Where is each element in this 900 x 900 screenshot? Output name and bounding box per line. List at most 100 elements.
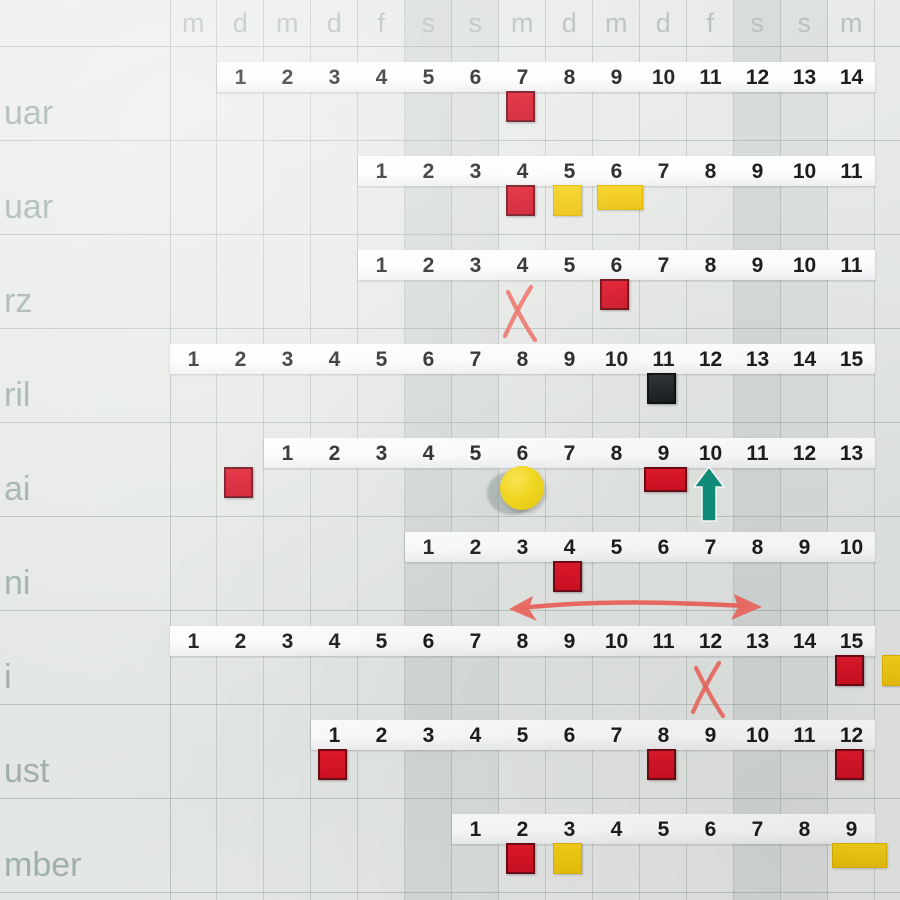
day-number-juni-2[interactable]: 2 [469,536,482,559]
red-magnet-aug-12[interactable] [835,749,864,780]
day-number-maerz-10[interactable]: 10 [792,254,817,277]
day-number-juni-3[interactable]: 3 [516,536,529,559]
red-magnet-jul-15[interactable] [835,655,864,686]
day-number-juli-14[interactable]: 14 [792,630,817,653]
day-number-august-3[interactable]: 3 [422,724,435,747]
day-number-strip-januar[interactable]: 1 2 3 4 5 6 7 8 9 10 11 12 13 14 [217,62,875,92]
day-number-juli-1[interactable]: 1 [187,630,200,653]
day-number-strip-juli[interactable]: 1 2 3 4 5 6 7 8 9 10 11 12 13 14 15 [170,626,875,656]
day-number-mai-3[interactable]: 3 [375,442,388,465]
day-number-februar-10[interactable]: 10 [792,160,817,183]
day-number-august-9[interactable]: 9 [704,724,717,747]
day-number-strip-juni[interactable]: 1 2 3 4 5 6 7 8 9 10 [405,532,875,562]
day-number-september-8[interactable]: 8 [798,818,811,841]
day-number-april-14[interactable]: 14 [792,348,817,371]
day-number-februar-1[interactable]: 1 [375,160,388,183]
day-number-juli-3[interactable]: 3 [281,630,294,653]
yellow-disc-magnet-mai-6[interactable] [500,466,544,510]
day-number-maerz-2[interactable]: 2 [422,254,435,277]
day-number-strip-maerz[interactable]: 1 2 3 4 5 6 7 8 9 10 11 [358,250,875,280]
day-number-januar-1[interactable]: 1 [234,66,247,89]
day-number-maerz-5[interactable]: 5 [563,254,576,277]
day-number-juli-10[interactable]: 10 [604,630,629,653]
day-number-strip-april[interactable]: 1 2 3 4 5 6 7 8 9 10 11 12 13 14 15 [170,344,875,374]
yellow-magnet-sep-3[interactable] [553,843,582,874]
day-number-mai-4[interactable]: 4 [422,442,435,465]
red-magnet-jan-7[interactable] [506,91,535,122]
red-magnet-sep-2[interactable] [506,843,535,874]
day-number-februar-9[interactable]: 9 [751,160,764,183]
day-number-januar-11[interactable]: 11 [699,66,722,89]
yellow-magnet-jul-16[interactable] [882,655,900,686]
red-magnet-jun-4[interactable] [553,561,582,592]
day-number-april-6[interactable]: 6 [422,348,435,371]
day-number-april-15[interactable]: 15 [839,348,864,371]
day-number-juli-2[interactable]: 2 [234,630,247,653]
day-number-juli-8[interactable]: 8 [516,630,529,653]
day-number-august-10[interactable]: 10 [745,724,770,747]
red-magnet-mai-0[interactable] [224,467,253,498]
yellow-magnet-feb-5[interactable] [553,185,582,216]
day-number-august-2[interactable]: 2 [375,724,388,747]
day-number-juni-9[interactable]: 9 [798,536,811,559]
day-number-mai-7[interactable]: 7 [563,442,576,465]
day-number-juli-13[interactable]: 13 [745,630,770,653]
red-magnet-aug-8[interactable] [647,749,676,780]
day-number-maerz-11[interactable]: 11 [840,254,863,277]
day-number-april-12[interactable]: 12 [698,348,723,371]
day-number-februar-4[interactable]: 4 [516,160,529,183]
red-magnet-mrz-6[interactable] [600,279,629,310]
day-number-januar-10[interactable]: 10 [651,66,676,89]
day-number-mai-10[interactable]: 10 [698,442,723,465]
day-number-juni-5[interactable]: 5 [610,536,623,559]
day-number-juni-1[interactable]: 1 [422,536,435,559]
day-number-september-4[interactable]: 4 [610,818,623,841]
day-number-juli-4[interactable]: 4 [328,630,341,653]
day-number-strip-februar[interactable]: 1 2 3 4 5 6 7 8 9 10 11 [358,156,875,186]
day-number-september-3[interactable]: 3 [563,818,576,841]
day-number-april-13[interactable]: 13 [745,348,770,371]
day-number-september-1[interactable]: 1 [469,818,482,841]
day-number-februar-7[interactable]: 7 [657,160,670,183]
day-number-maerz-4[interactable]: 4 [516,254,529,277]
day-number-september-7[interactable]: 7 [751,818,764,841]
day-number-januar-3[interactable]: 3 [328,66,341,89]
day-number-april-1[interactable]: 1 [187,348,200,371]
day-number-juli-5[interactable]: 5 [375,630,388,653]
red-magnet-feb-4[interactable] [506,185,535,216]
day-number-januar-12[interactable]: 12 [745,66,770,89]
day-number-mai-13[interactable]: 13 [839,442,864,465]
day-number-februar-5[interactable]: 5 [563,160,576,183]
day-number-mai-1[interactable]: 1 [281,442,294,465]
day-number-april-4[interactable]: 4 [328,348,341,371]
day-number-september-2[interactable]: 2 [516,818,529,841]
day-number-februar-8[interactable]: 8 [704,160,717,183]
day-number-februar-11[interactable]: 11 [840,160,863,183]
day-number-april-3[interactable]: 3 [281,348,294,371]
day-number-april-5[interactable]: 5 [375,348,388,371]
day-number-januar-13[interactable]: 13 [792,66,817,89]
day-number-mai-11[interactable]: 11 [746,442,769,465]
day-number-februar-2[interactable]: 2 [422,160,435,183]
day-number-september-6[interactable]: 6 [704,818,717,841]
day-number-juni-8[interactable]: 8 [751,536,764,559]
day-number-april-10[interactable]: 10 [604,348,629,371]
day-number-august-11[interactable]: 11 [793,724,816,747]
day-number-april-8[interactable]: 8 [516,348,529,371]
day-number-juli-15[interactable]: 15 [839,630,864,653]
day-number-januar-5[interactable]: 5 [422,66,435,89]
day-number-strip-august[interactable]: 1 2 3 4 5 6 7 8 9 10 11 12 [311,720,875,750]
red-bar-mai-9[interactable] [644,467,688,492]
day-number-juni-6[interactable]: 6 [657,536,670,559]
day-number-juli-9[interactable]: 9 [563,630,576,653]
day-number-juli-11[interactable]: 11 [652,630,675,653]
day-number-januar-8[interactable]: 8 [563,66,576,89]
day-number-april-2[interactable]: 2 [234,348,247,371]
day-number-maerz-6[interactable]: 6 [610,254,623,277]
day-number-maerz-9[interactable]: 9 [751,254,764,277]
day-number-januar-4[interactable]: 4 [375,66,388,89]
day-number-juli-7[interactable]: 7 [469,630,482,653]
day-number-februar-3[interactable]: 3 [469,160,482,183]
day-number-mai-5[interactable]: 5 [469,442,482,465]
black-magnet-apr-11[interactable] [647,373,676,404]
